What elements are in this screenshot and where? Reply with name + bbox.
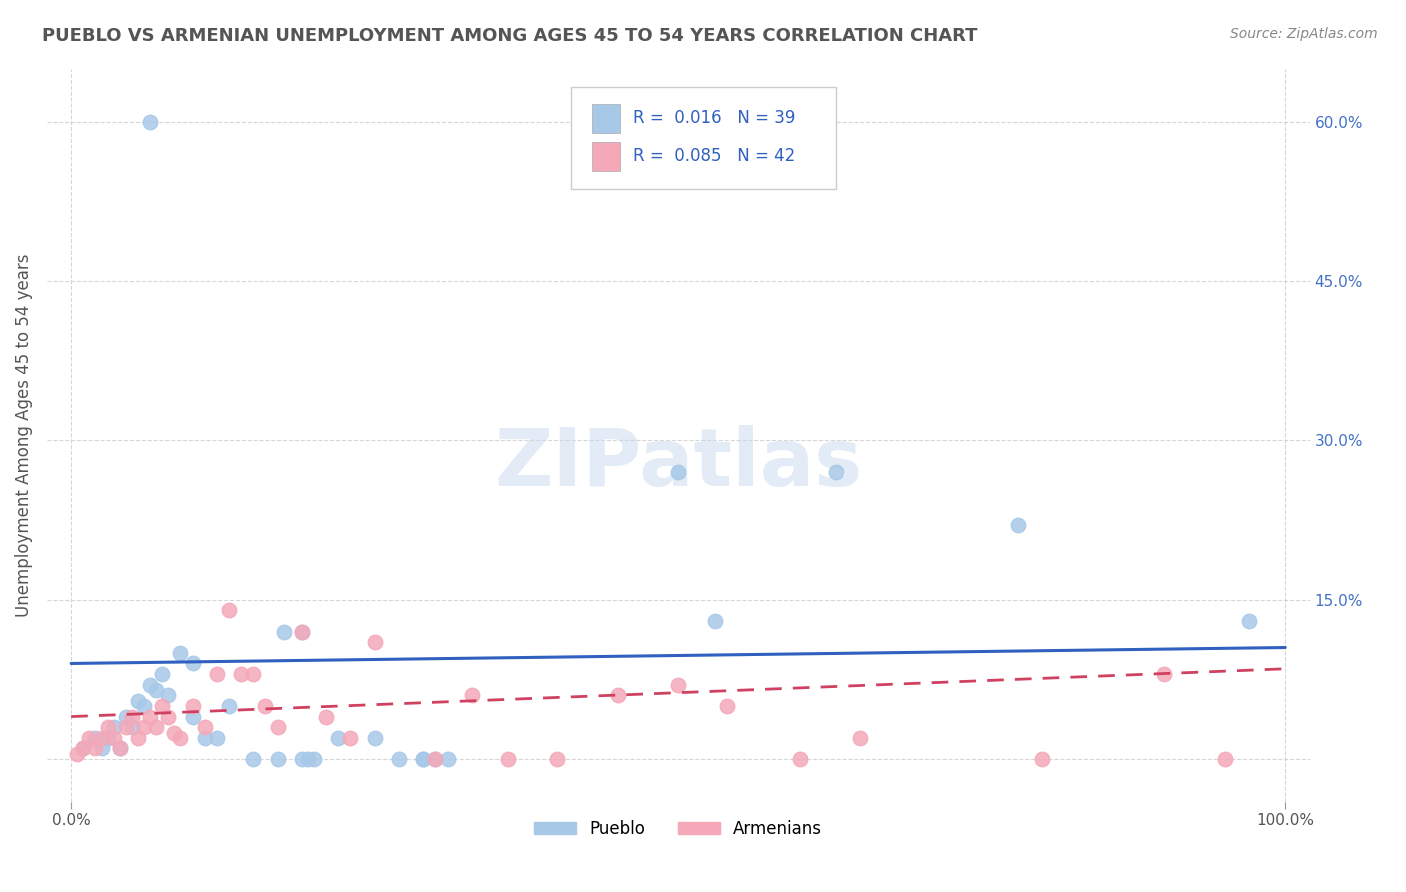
Point [716,698,738,713]
Point [1237,614,1260,628]
Point [1153,667,1175,681]
Point [121,720,143,734]
Point [315,709,337,723]
Point [291,752,314,766]
Point [218,698,240,713]
Point [242,752,264,766]
Point [150,698,173,713]
Point [84,741,107,756]
Point [266,752,288,766]
Point [412,752,434,766]
Point [72,741,94,756]
Point [169,731,191,745]
Text: Source: ZipAtlas.com: Source: ZipAtlas.com [1230,27,1378,41]
Point [139,709,162,723]
Point [825,465,848,479]
Point [72,741,94,756]
Bar [592,142,620,171]
Point [297,752,319,766]
Point [108,741,131,756]
Bar [592,103,620,133]
Point [90,741,112,756]
Point [169,646,191,660]
Point [546,752,568,766]
Point [205,667,228,681]
Point [66,747,89,761]
Point [1031,752,1053,766]
Y-axis label: Unemployment Among Ages 45 to 54 years: Unemployment Among Ages 45 to 54 years [15,253,32,616]
Point [103,731,125,745]
Point [205,731,228,745]
Point [103,720,125,734]
Point [302,752,325,766]
Point [266,720,288,734]
Point [163,725,186,739]
Point [132,720,155,734]
Point [181,657,204,671]
Text: R =  0.016   N = 39: R = 0.016 N = 39 [633,110,796,128]
Point [139,114,162,128]
Point [157,709,180,723]
Point [363,635,385,649]
Point [412,752,434,766]
Point [145,683,167,698]
Point [425,752,447,766]
Text: ZIPatlas: ZIPatlas [494,425,862,503]
Point [90,731,112,745]
Point [114,720,136,734]
Point [139,678,162,692]
Point [1213,752,1236,766]
Point [291,624,314,639]
Point [97,720,120,734]
Point [273,624,295,639]
Point [132,698,155,713]
Point [789,752,811,766]
Point [231,667,253,681]
Point [145,720,167,734]
Legend: Pueblo, Armenians: Pueblo, Armenians [527,814,830,845]
Point [194,731,217,745]
Point [108,741,131,756]
Point [181,709,204,723]
Point [254,698,277,713]
Point [127,693,149,707]
Point [127,731,149,745]
Point [425,752,447,766]
Point [121,709,143,723]
Point [181,698,204,713]
Point [114,709,136,723]
Point [363,731,385,745]
Point [703,614,725,628]
Point [388,752,411,766]
Point [436,752,458,766]
Point [218,603,240,617]
Point [97,731,120,745]
Text: PUEBLO VS ARMENIAN UNEMPLOYMENT AMONG AGES 45 TO 54 YEARS CORRELATION CHART: PUEBLO VS ARMENIAN UNEMPLOYMENT AMONG AG… [42,27,977,45]
Point [496,752,519,766]
Point [242,667,264,681]
FancyBboxPatch shape [571,87,837,189]
Point [339,731,361,745]
Point [1007,518,1029,533]
Point [79,731,101,745]
Point [150,667,173,681]
Point [84,731,107,745]
Text: R =  0.085   N = 42: R = 0.085 N = 42 [633,147,794,166]
Point [606,689,628,703]
Point [194,720,217,734]
Point [157,689,180,703]
Point [666,465,689,479]
Point [291,624,314,639]
Point [328,731,350,745]
Point [461,689,484,703]
Point [849,731,872,745]
Point [666,678,689,692]
